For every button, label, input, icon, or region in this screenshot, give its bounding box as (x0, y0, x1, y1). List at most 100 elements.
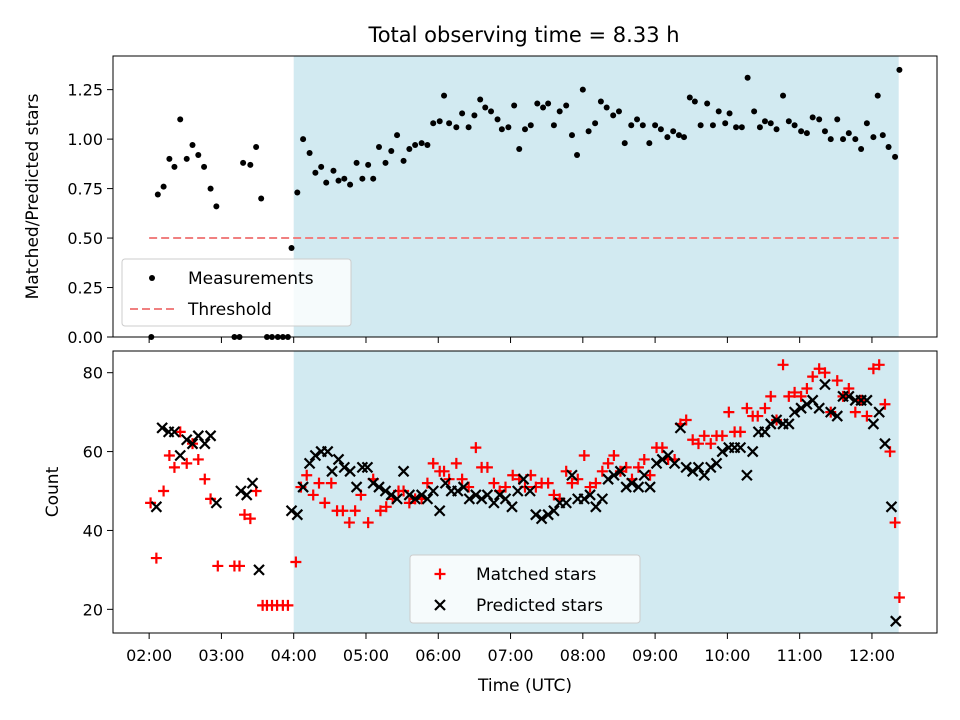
measurement-point (465, 124, 472, 131)
matched-star-point (507, 469, 519, 481)
measurement-point (441, 92, 448, 99)
matched-star-point (174, 426, 186, 438)
measurement-point (603, 104, 610, 111)
predicted-star-point (560, 497, 572, 509)
measurement-point (516, 146, 523, 153)
measurement-point (446, 120, 453, 127)
measurement-point (545, 100, 552, 107)
predicted-star-point (350, 481, 363, 493)
matched-star-point (374, 505, 386, 517)
matched-star-point (290, 556, 302, 568)
matched-star-point (212, 560, 224, 572)
predicted-star-point (463, 493, 476, 505)
ratio-axes-frame (112, 55, 938, 338)
predicted-star-point (861, 394, 873, 407)
matched-star-point (801, 382, 813, 394)
measurement-point (592, 120, 599, 127)
measurement-point (863, 120, 870, 127)
measurement-point (798, 128, 805, 135)
measurement-point (388, 147, 395, 154)
y-tick-label: 0.75 (67, 180, 103, 199)
measurement-point (610, 112, 617, 119)
matched-star-point (192, 453, 204, 465)
legend-box (121, 258, 352, 327)
matched-star-point (889, 517, 901, 529)
matched-star-point (572, 473, 584, 485)
predicted-star-point (379, 485, 392, 497)
measurement-point (430, 120, 437, 127)
predicted-star-point (608, 469, 620, 482)
x-tick-label: 09:00 (632, 646, 678, 665)
matched-star-point (849, 406, 861, 418)
matched-star-point (777, 359, 789, 371)
predicted-star-point (168, 426, 181, 438)
matched-star-point (499, 481, 511, 493)
predicted-star-point (415, 489, 428, 501)
matched-star-point (632, 461, 644, 473)
measurement-point (312, 169, 319, 176)
predicted-star-point (427, 485, 439, 497)
measurement-point (879, 132, 886, 139)
predicted-star-point (632, 481, 645, 493)
predicted-star-point (680, 461, 692, 474)
measurement-point (323, 179, 330, 186)
measurement-point (522, 126, 528, 133)
predicted-star-point (741, 469, 753, 482)
measurement-point (335, 177, 342, 184)
predicted-star-point (596, 493, 609, 505)
predicted-star-point (321, 445, 334, 458)
measurement-point (436, 118, 443, 125)
matched-star-point (244, 513, 256, 525)
predicted-star-point (524, 485, 536, 497)
matched-star-point (168, 461, 180, 473)
predicted-star-point (783, 418, 795, 430)
matched-star-point (398, 485, 410, 497)
measurement-point (634, 116, 641, 123)
measurement-point (154, 191, 161, 198)
matched-star-point (843, 382, 855, 394)
measurement-point (189, 142, 196, 149)
predicted-star-point (332, 453, 345, 466)
predicted-star-point (716, 445, 729, 458)
measurement-point (459, 110, 466, 117)
measurement-point (288, 244, 295, 251)
x-tick-label: 02:00 (126, 646, 172, 665)
predicted-star-point (801, 398, 813, 411)
matched-star-point (403, 497, 415, 509)
ratio-x-ticks (148, 337, 873, 343)
x-tick-label: 06:00 (415, 646, 461, 665)
matched-star-point (893, 592, 905, 604)
matched-star-point (656, 442, 668, 454)
measurement-point (511, 102, 518, 109)
ratio-panel: 0.00 0.25 0.50 0.75 1.00 1.25 Matched/Predict… (23, 55, 938, 347)
matched-star-point (530, 481, 542, 493)
matched-star-point (307, 489, 319, 501)
predicted-star-point (602, 473, 614, 485)
matched-star-point (584, 481, 596, 493)
measurement-point (306, 149, 313, 156)
matched-star-point (199, 473, 211, 485)
predicted-star-point (746, 445, 759, 458)
matched-star-point (239, 509, 251, 521)
predicted-star-point (493, 489, 506, 501)
predicted-star-point (397, 465, 410, 478)
count-legend: Matched stars Predicted stars (409, 554, 641, 624)
predicted-star-point (710, 457, 723, 470)
measurement-point (646, 140, 653, 147)
predicted-star-point (813, 402, 825, 414)
matched-star-point (150, 552, 162, 564)
measurement-point (670, 128, 677, 135)
measurement-point (709, 122, 716, 129)
measurement-point (756, 124, 763, 131)
predicted-star-point (548, 504, 560, 517)
matched-star-point (163, 450, 175, 462)
measurement-point (852, 136, 859, 143)
measurement-point (834, 116, 841, 123)
measurement-point (382, 159, 389, 166)
matched-star-point (233, 560, 245, 572)
measurement-point (761, 118, 768, 125)
legend-matched-marker (434, 568, 446, 580)
measurement-point (294, 189, 301, 196)
matched-star-point (548, 489, 560, 501)
